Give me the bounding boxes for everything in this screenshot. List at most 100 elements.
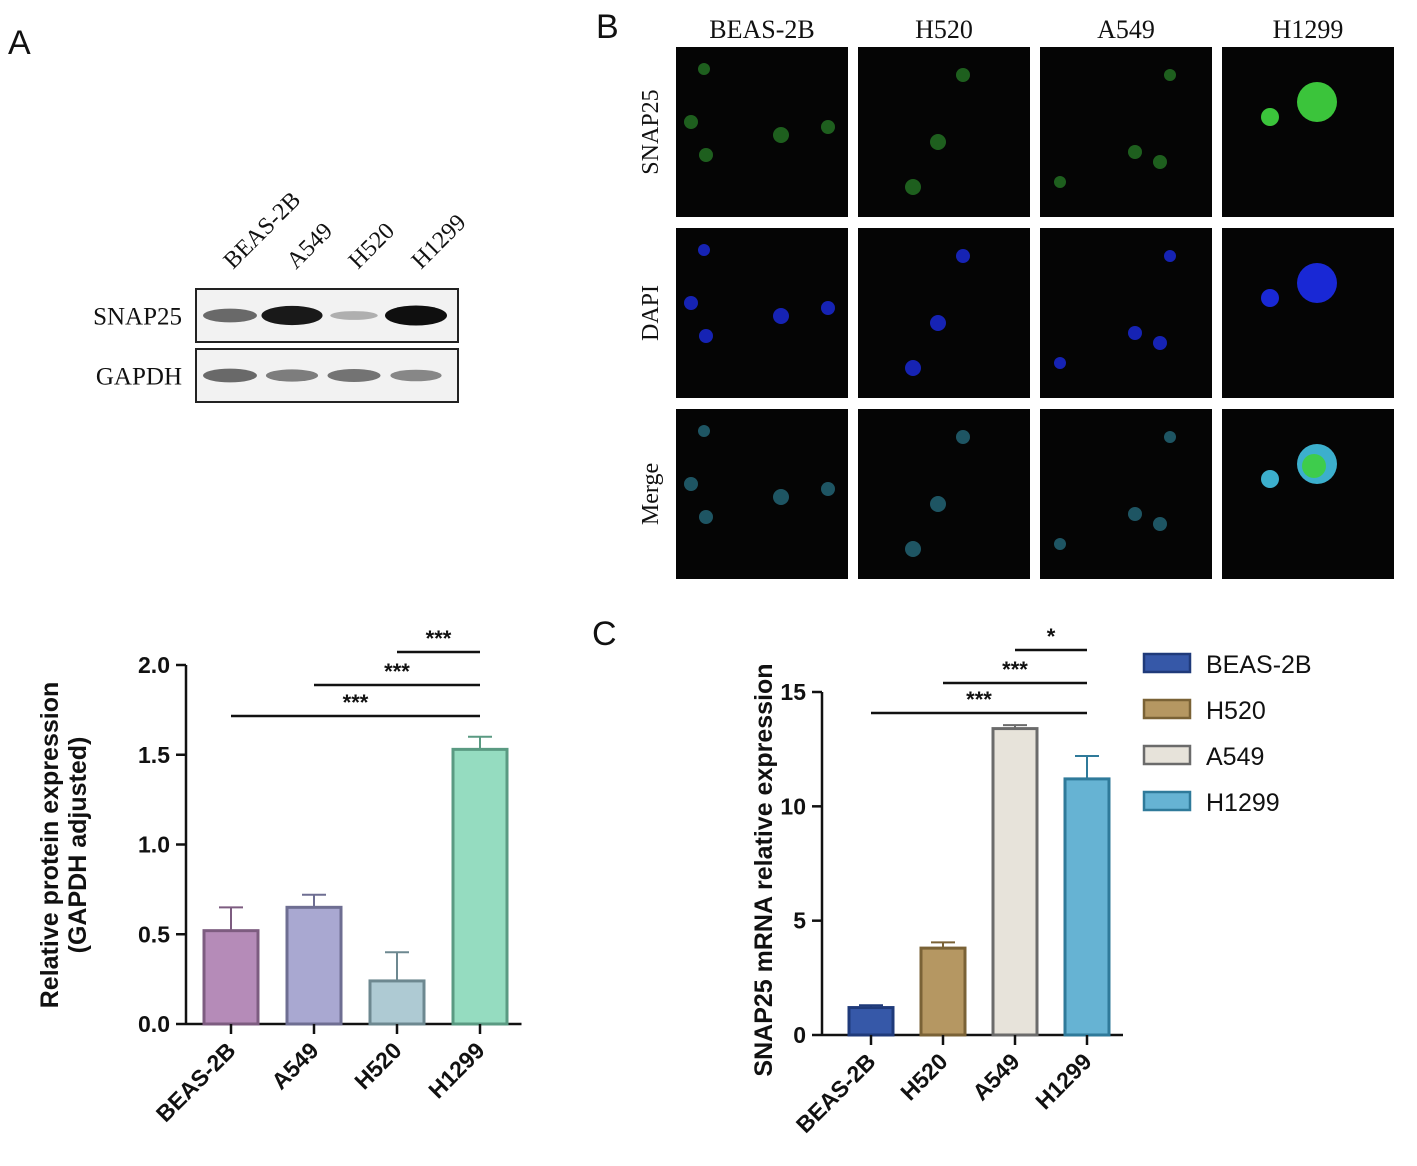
if-cell-snap25-beas-2b-2 [699,148,713,162]
if-cell-merge-beas-2b-2 [699,510,713,524]
if-tile-merge-h1299 [1222,409,1394,579]
y-tick-label-2-0: 2.0 [138,652,170,678]
if-cell-dapi-beas-2b-1 [684,296,698,310]
if-cell-snap25-beas-2b-1 [684,115,698,129]
if-cell-merge-a549-2 [1153,517,1167,531]
if-tile-snap25-h520 [858,47,1030,217]
if-cell-merge-h520-2 [905,541,921,557]
legend-swatch-h1299 [1142,790,1192,812]
if-cell-dapi-beas-2b-3 [773,308,789,324]
if-cell-snap25-h520-1 [930,134,946,150]
significance-label-h520-h1299: *** [426,626,452,651]
if-cell-snap25-h1299-1 [1297,82,1337,122]
if-cell-dapi-beas-2b-4 [821,301,835,315]
if-tile-merge-h520 [858,409,1030,579]
if-cell-merge-a549-3 [1054,538,1066,550]
if-column-label-h1299: H1299 [1273,15,1344,44]
if-cell-snap25-h520-0 [956,68,970,82]
if-cell-merge-a549-1 [1128,507,1142,521]
if-column-label-a549: A549 [1097,15,1155,44]
if-cell-dapi-h520-1 [930,315,946,331]
y-axis-label-1: (GAPDH adjusted) [64,737,92,954]
if-cell-dapi-a549-1 [1128,326,1142,340]
bar-h520 [919,946,967,1037]
y-tick-label-1-5: 1.5 [138,742,170,768]
if-cell-merge-beas-2b-0 [698,425,710,437]
panel-label-c: C [592,615,617,653]
if-cell-merge-h520-1 [930,496,946,512]
if-tile-dapi-h1299 [1222,228,1394,398]
panel-label-b: B [596,8,619,46]
if-cell-snap25-beas-2b-0 [698,63,710,75]
y-tick-label-15: 15 [780,679,806,705]
bar-h1299 [1063,777,1111,1037]
significance-label-beas-2b-h1299: *** [343,690,369,715]
significance-label-h520-h1299: *** [1002,657,1028,682]
if-cell-merge-beas-2b-3 [773,489,789,505]
if-cell-dapi-a549-0 [1164,250,1176,262]
if-cell-dapi-h1299-1 [1297,263,1337,303]
wb-band-gapdh-h520 [327,369,381,382]
if-cell-merge-beas-2b-4 [821,482,835,496]
if-cell-dapi-h1299-0 [1261,289,1279,307]
wb-row-label-snap25: SNAP25 [93,304,182,331]
if-cell-snap25-h1299-0 [1261,108,1279,126]
significance-label-a549-h1299: *** [384,659,410,684]
if-cell-merge-overlay-1 [1302,454,1326,478]
legend-swatch-a549 [1142,744,1192,766]
if-tile-snap25-h1299 [1222,47,1394,217]
wb-band-snap25-h520 [330,311,378,320]
if-tile-dapi-h520 [858,228,1030,398]
y-tick-label-1-0: 1.0 [138,832,170,858]
legend-label-beas-2b: BEAS-2B [1206,651,1312,679]
if-cell-snap25-h520-2 [905,179,921,195]
if-cell-dapi-beas-2b-0 [698,244,710,256]
if-cell-dapi-h520-0 [956,249,970,263]
y-axis-label-0: SNAP25 mRNA relative expression [750,663,778,1076]
if-cell-snap25-a549-2 [1153,155,1167,169]
bar-a549 [285,905,343,1026]
if-row-label-snap25: SNAP25 [638,89,664,174]
wb-band-snap25-h1299 [385,305,447,326]
significance-label-a549-h1299: * [1047,624,1056,649]
if-tile-dapi-beas-2b [676,228,848,398]
legend-label-a549: A549 [1206,743,1264,771]
y-tick-label-5: 5 [793,908,806,934]
if-cell-merge-a549-0 [1164,431,1176,443]
legend-label-h1299: H1299 [1206,789,1280,817]
if-column-label-h520: H520 [915,15,973,44]
if-cell-merge-h1299-0 [1261,470,1279,488]
wb-band-snap25-beas-2b [203,308,257,323]
significance-label-beas-2b-h1299: *** [966,687,992,712]
if-tile-merge-beas-2b [676,409,848,579]
if-row-label-dapi: DAPI [638,285,664,341]
wb-row-label-gapdh: GAPDH [96,364,182,391]
immunofluorescence-grid: BEAS-2B H520 A549 H1299 SNAP25 DAPI Merge [638,15,1394,579]
wb-band-gapdh-beas-2b [203,368,257,383]
if-cell-snap25-a549-1 [1128,145,1142,159]
if-cell-snap25-a549-0 [1164,69,1176,81]
legend-swatch-h520 [1142,698,1192,720]
legend-swatch-beas-2b [1142,652,1192,674]
bar-h520 [368,979,426,1026]
bar-a549 [991,727,1039,1037]
y-tick-label-10: 10 [780,793,806,819]
y-tick-label-0-5: 0.5 [138,921,170,947]
if-cell-merge-beas-2b-1 [684,477,698,491]
y-axis-label-0: Relative protein expression [36,682,64,1009]
if-tile-merge-a549 [1040,409,1212,579]
bar-beas-2b [847,1006,895,1037]
legend-label-h520: H520 [1206,697,1266,725]
if-cell-dapi-a549-3 [1054,357,1066,369]
if-cell-dapi-beas-2b-2 [699,329,713,343]
if-tile-snap25-beas-2b [676,47,848,217]
bar-beas-2b [202,929,260,1026]
if-cell-merge-h520-0 [956,430,970,444]
if-cell-dapi-a549-2 [1153,336,1167,350]
if-cell-snap25-beas-2b-4 [821,120,835,134]
y-tick-label-0-0: 0.0 [138,1011,170,1037]
y-tick-label-0: 0 [793,1022,806,1048]
if-column-label-beas-2b: BEAS-2B [709,15,814,44]
panel-label-a: A [8,24,31,62]
